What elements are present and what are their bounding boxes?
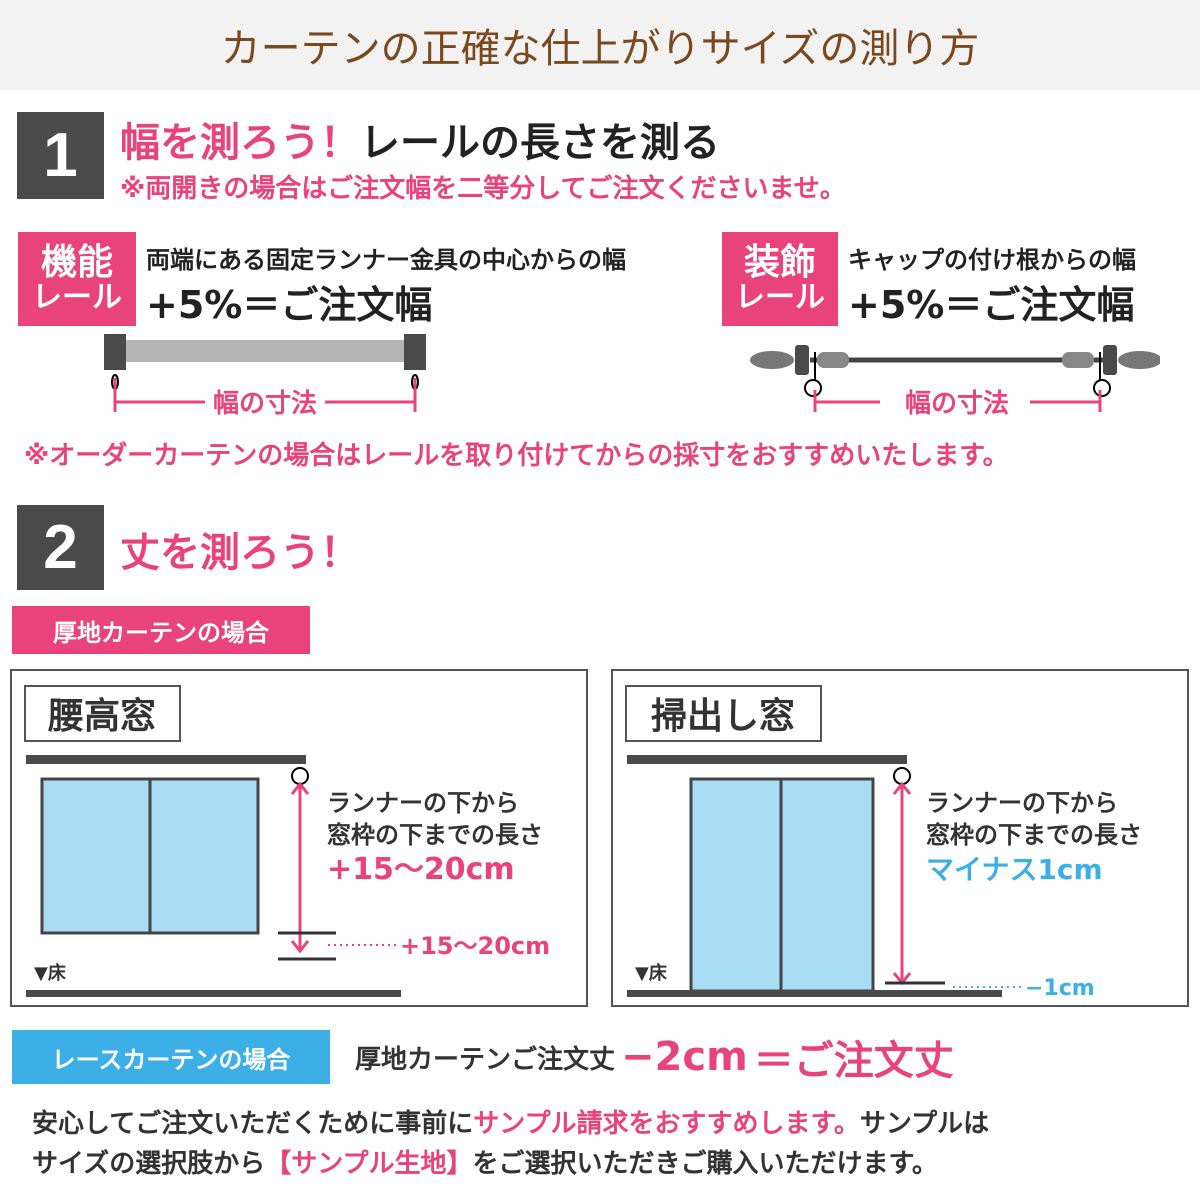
decorative-badge-line1: 装飾 <box>743 242 816 284</box>
footer-text: サイズの選択肢から <box>32 1149 266 1179</box>
cap-left <box>817 352 849 368</box>
lace-text: 厚地カーテンご注文丈 <box>355 1044 616 1075</box>
lace-minus: −2cm <box>621 1034 748 1080</box>
page-title: カーテンの正確な仕上がりサイズの測り方 <box>220 26 980 72</box>
thick-curtain-label: 厚地カーテンの場合 <box>12 606 310 654</box>
functional-rail-diagram: 幅の寸法 <box>104 334 426 419</box>
dimension-line <box>113 378 417 412</box>
functional-rail-badge: 機能 レール <box>18 232 136 326</box>
functional-badge-line2: レール <box>32 280 122 316</box>
rail-end-left <box>104 334 126 370</box>
title-bar: カーテンの正確な仕上がりサイズの測り方 <box>0 0 1200 90</box>
sample-fabric-text: 【サンプル生地】 <box>265 1149 473 1179</box>
rail-end-right <box>404 334 426 370</box>
decorative-desc: キャップの付け根からの幅 <box>848 246 1136 274</box>
bracket-left <box>795 345 809 375</box>
step-1-heading-pink: 幅を測ろう！ <box>120 120 360 166</box>
waist-floor: ▼床 <box>34 962 67 984</box>
footer-text: をご選択いただきご購入いただけます。 <box>472 1149 938 1179</box>
dimension-line <box>813 390 1102 412</box>
decorative-rail-diagram: 幅の寸法 <box>750 345 1160 419</box>
decorative-formula: +5%＝ご注文幅 <box>848 283 1135 327</box>
waist-window-diagram: 腰高窓 ランナーの下から 窓枠の下までの長さ +15～20cm +15～20cm… <box>24 685 550 997</box>
step-2-heading: 丈を測ろう！ <box>120 530 360 576</box>
floor-window-title: 掃出し窓 <box>651 696 795 737</box>
runner-right-icon <box>1093 379 1111 397</box>
waist-window-panel: 腰高窓 ランナーの下から 窓枠の下までの長さ +15～20cm +15～20cm… <box>10 669 588 1007</box>
waist-line2: 窓枠の下までの長さ <box>327 821 543 849</box>
window-glass-right <box>148 777 260 935</box>
lace-formula: 厚地カーテンご注文丈 −2cm ＝ご注文丈 <box>355 1030 954 1084</box>
waist-line1: ランナーの下から <box>327 789 519 817</box>
window-glass-left <box>40 777 152 935</box>
step-1-heading: 幅を測ろう！レールの長さを測る <box>120 110 720 168</box>
window-glass-right <box>779 777 875 993</box>
floor-window-diagram: 掃出し窓 ランナーの下から 窓枠の下までの長さ マイナス1cm −1cm ▼床 <box>625 685 1142 1001</box>
rail-bar <box>126 340 426 362</box>
footer-line-1: 安心してご注文いただくために事前にサンプル請求をおすすめします。サンプルは <box>32 1103 989 1140</box>
step-1-heading-black: レールの長さを測る <box>360 120 720 166</box>
lace-result: ＝ご注文丈 <box>753 1038 954 1084</box>
waist-value: +15～20cm <box>327 852 515 887</box>
window-glass-left <box>689 777 783 993</box>
step-1-note: ※両開きの場合はご注文幅を二等分してご注文くださいませ。 <box>120 174 846 204</box>
floor-window-title-box <box>625 685 822 742</box>
footer-text: 安心してご注文いただくために事前に <box>32 1109 474 1139</box>
floor-line2: 窓枠の下までの長さ <box>926 821 1142 849</box>
functional-badge-line1: 機能 <box>40 242 113 284</box>
decorative-dimension-label: 幅の寸法 <box>905 389 1009 419</box>
footer-text: サンプルは <box>859 1109 990 1139</box>
footer-line-2: サイズの選択肢から【サンプル生地】をご選択いただきご購入いただけます。 <box>32 1143 938 1180</box>
waist-window-title: 腰高窓 <box>47 696 156 737</box>
waist-side-value: +15～20cm <box>400 932 550 960</box>
floor-line1: ランナーの下から <box>926 789 1118 817</box>
finial-left-icon <box>750 351 794 369</box>
functional-desc: 両端にある固定ランナー金具の中心からの幅 <box>146 246 626 274</box>
sample-request-text: サンプル請求をおすすめします。 <box>473 1109 860 1139</box>
waist-window-title-box <box>24 685 181 742</box>
bracket-right <box>1103 345 1117 375</box>
step-2-number: 2 <box>17 505 104 590</box>
functional-formula: +5%＝ご注文幅 <box>146 283 433 327</box>
floor-window-panel: 掃出し窓 ランナーの下から 窓枠の下までの長さ マイナス1cm −1cm ▼床 <box>611 669 1189 1007</box>
cap-right <box>1062 352 1094 368</box>
decorative-badge-line2: レール <box>735 280 825 316</box>
step-1-number: 1 <box>17 112 104 199</box>
decorative-rail-badge: 装飾 レール <box>722 232 838 326</box>
order-note: ※オーダーカーテンの場合はレールを取り付けてからの採寸をおすすめいたします。 <box>24 441 1009 471</box>
floor-floor: ▼床 <box>635 962 668 984</box>
runner-left-icon <box>804 379 822 397</box>
functional-dimension-label: 幅の寸法 <box>213 389 317 419</box>
lace-curtain-label: レースカーテンの場合 <box>12 1030 330 1084</box>
floor-side-value: −1cm <box>1025 976 1095 1001</box>
finial-right-icon <box>1118 351 1160 369</box>
floor-value: マイナス1cm <box>926 853 1103 886</box>
